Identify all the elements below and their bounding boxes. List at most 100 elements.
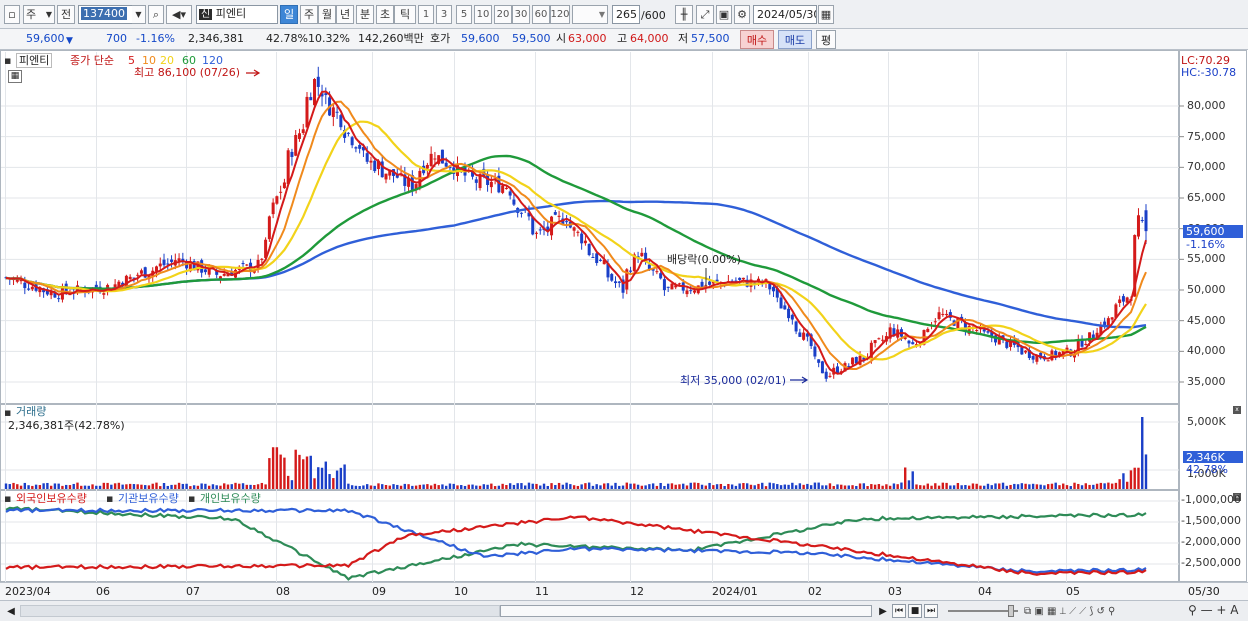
chart-type-icon[interactable]: ╫ (675, 5, 693, 24)
volume-bar (396, 484, 399, 489)
candle (553, 212, 557, 215)
candle (982, 329, 986, 332)
holdings-close-icon[interactable]: x (1233, 493, 1241, 501)
volume-bar (147, 485, 151, 489)
interval-dropdown[interactable]: ▼ (572, 5, 608, 24)
buy-button[interactable]: 매수 (740, 30, 774, 49)
volume-bar (1062, 483, 1065, 489)
scrollbar[interactable]: ◀ ▶ ⏮ ■ ⏭ ⧉ ▣ ▦ ⟂ ⟋ ⟋ ⟆ ↺ ⚲ ⚲ — + A (0, 600, 1248, 621)
candle (459, 169, 463, 171)
volume-bar (956, 483, 960, 489)
volume-bar (693, 482, 696, 489)
period-tab-5[interactable]: 초 (376, 5, 394, 24)
stock-name-field[interactable]: 신 피엔티 (196, 5, 278, 24)
volume-bar (403, 483, 407, 489)
volume-bar (836, 484, 839, 489)
volume-bar (377, 483, 380, 489)
interval-button-3[interactable]: 3 (436, 5, 452, 24)
zoom-slider[interactable] (948, 610, 1018, 612)
stop-icon[interactable]: ■ (908, 604, 922, 618)
volume-close-icon[interactable]: x (1233, 406, 1241, 414)
code-dropdown-icon[interactable]: ▼ (132, 5, 146, 24)
candle (666, 286, 670, 288)
candle (1009, 340, 1013, 347)
volume-panel (0, 404, 1179, 490)
interval-button-1[interactable]: 1 (418, 5, 434, 24)
candle (644, 252, 648, 262)
period-tab-3[interactable]: 년 (336, 5, 354, 24)
scroll-thumb[interactable] (500, 605, 872, 617)
stock-badge: 신 (199, 9, 213, 20)
period-tab-1[interactable]: 주 (300, 5, 318, 24)
period-tab-0[interactable]: 일 (280, 5, 298, 24)
stock-name: 피엔티 (215, 7, 247, 20)
zoom-controls-icon[interactable]: ⚲ — + A (1188, 603, 1239, 617)
volume-bar (1133, 467, 1136, 489)
volume-bar (915, 484, 918, 489)
scroll-left-icon[interactable]: ◀ (7, 605, 15, 617)
candle (369, 160, 373, 163)
candle (772, 286, 776, 292)
volume-bar (328, 474, 331, 489)
interval-button-5[interactable]: 5 (456, 5, 472, 24)
chart-canvas[interactable] (0, 50, 1248, 582)
volume-bar (249, 484, 252, 489)
zoom-slider-handle[interactable] (1008, 605, 1014, 617)
scroll-track[interactable] (20, 605, 500, 617)
volume-bar (994, 483, 997, 489)
volume-bar (1080, 485, 1084, 489)
market-select[interactable]: 주 ▼ (23, 5, 55, 24)
save-icon[interactable]: ▣ (716, 5, 732, 24)
period-tab-2[interactable]: 월 (318, 5, 336, 24)
volume-bar (576, 485, 580, 489)
period-tab-6[interactable]: 틱 (394, 5, 416, 24)
interval-button-120[interactable]: 120 (550, 5, 570, 24)
calendar-icon[interactable]: ▦ (818, 5, 834, 24)
first-icon[interactable]: ⏮ (892, 604, 906, 618)
volume-bar (467, 484, 470, 489)
interval-button-20[interactable]: 20 (494, 5, 512, 24)
interval-button-60[interactable]: 60 (532, 5, 550, 24)
window-icon[interactable]: ▫ (4, 5, 20, 24)
sell-button[interactable]: 매도 (778, 30, 812, 49)
candle (802, 332, 806, 340)
table-grid-icon[interactable]: ▦ (8, 70, 22, 83)
draw-tool-icon[interactable]: ⤢ (696, 5, 714, 24)
interval-button-10[interactable]: 10 (474, 5, 492, 24)
volume-bar (302, 459, 305, 489)
volume-bar (975, 483, 978, 489)
count-input[interactable]: 265 (612, 5, 640, 24)
prev-button[interactable]: 전 (57, 5, 75, 24)
date-input[interactable]: 2024/05/30 (753, 5, 817, 24)
candle (143, 267, 147, 278)
candle (1121, 296, 1125, 302)
settings-gear-icon[interactable]: ⚙ (734, 5, 750, 24)
bid-price: 59,500 (512, 32, 551, 45)
volume-bar (505, 485, 508, 489)
interval-button-30[interactable]: 30 (512, 5, 530, 24)
volume-bar (332, 478, 335, 489)
stock-code-input[interactable]: 137400 (78, 5, 146, 24)
volume-bar (140, 484, 143, 489)
volume-bar (1114, 482, 1118, 489)
scroll-right-icon[interactable]: ▶ (879, 605, 887, 617)
candle (775, 288, 779, 298)
period-tab-4[interactable]: 분 (356, 5, 374, 24)
candle (790, 314, 794, 320)
volume-bar (704, 485, 708, 489)
volume-bar (343, 464, 346, 489)
search-icon[interactable]: ⌕ (148, 5, 164, 24)
eval-button[interactable]: 평 (816, 30, 836, 49)
candle (685, 290, 689, 295)
volume-bar (256, 484, 260, 489)
volume-bar (524, 485, 527, 489)
last-icon[interactable]: ⏭ (924, 604, 938, 618)
volume-bar (715, 484, 719, 489)
candle (1020, 346, 1024, 355)
legend-stock-name[interactable]: 피엔티 (16, 53, 53, 68)
tool-icons[interactable]: ⧉ ▣ ▦ ⟂ ⟋ ⟋ ⟆ ↺ ⚲ (1024, 606, 1116, 617)
volume-bar (971, 483, 975, 489)
volume-bar (226, 484, 230, 489)
candle (629, 270, 633, 272)
speaker-icon[interactable]: ◀▾ (166, 5, 192, 24)
